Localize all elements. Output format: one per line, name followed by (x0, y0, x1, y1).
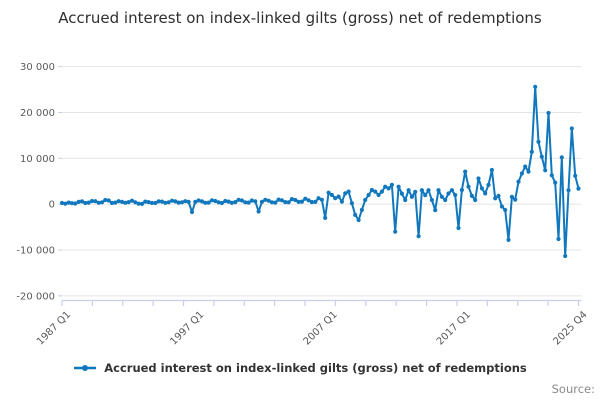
legend-label: Accrued interest on index-linked gilts (… (104, 361, 527, 375)
svg-text:0: 0 (49, 200, 55, 211)
chart-title: Accrued interest on index-linked gilts (… (58, 9, 542, 27)
svg-text:2007 Q1: 2007 Q1 (302, 309, 340, 347)
svg-text:-10 000: -10 000 (16, 245, 55, 256)
svg-text:2025 Q4: 2025 Q4 (552, 309, 590, 347)
legend: Accrued interest on index-linked gilts (… (0, 359, 600, 377)
svg-text:2017 Q1: 2017 Q1 (435, 309, 473, 347)
legend-line-marker-icon (74, 365, 97, 371)
svg-text:-20 000: -20 000 (16, 291, 55, 302)
source-label: Source: (551, 382, 595, 396)
svg-text:30 000: 30 000 (20, 62, 55, 73)
svg-text:10 000: 10 000 (20, 154, 55, 165)
svg-text:1987 Q1: 1987 Q1 (35, 309, 73, 347)
svg-text:1997 Q1: 1997 Q1 (168, 309, 206, 347)
svg-text:20 000: 20 000 (20, 108, 55, 119)
